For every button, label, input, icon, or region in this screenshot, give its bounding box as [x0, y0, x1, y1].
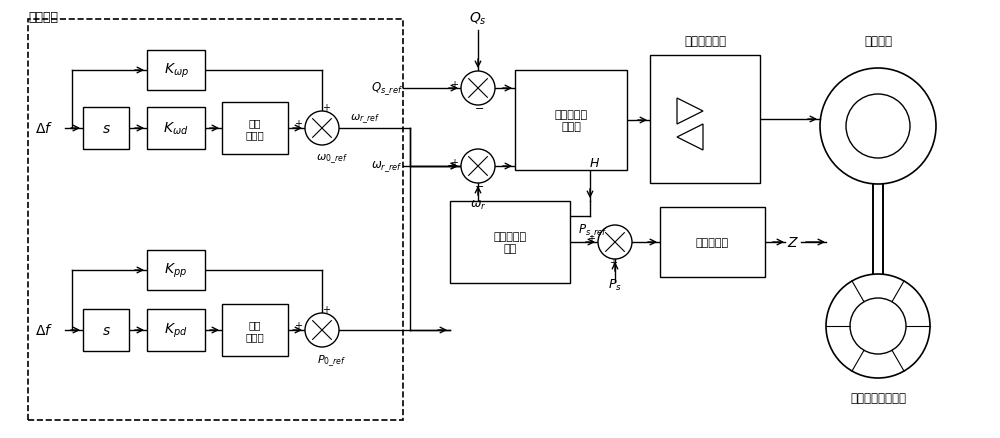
- Text: 有功调节器: 有功调节器: [696, 237, 729, 247]
- Text: $\boldsymbol{P_{0\_ref}}$: $\boldsymbol{P_{0\_ref}}$: [317, 353, 347, 368]
- Text: 最佳运行点
选择: 最佳运行点 选择: [493, 232, 527, 253]
- Text: +: +: [322, 103, 330, 113]
- Text: $\omega_{0\_ref}$: $\omega_{0\_ref}$: [316, 152, 348, 166]
- Circle shape: [305, 112, 339, 146]
- Text: +: +: [587, 233, 595, 244]
- Circle shape: [305, 313, 339, 347]
- Text: +: +: [609, 258, 617, 267]
- Circle shape: [461, 72, 495, 106]
- Text: 双馈电机: 双馈电机: [864, 35, 892, 48]
- Text: +: +: [294, 119, 302, 129]
- Text: $P_s$: $P_s$: [608, 277, 622, 292]
- Text: +: +: [450, 80, 458, 90]
- Circle shape: [820, 69, 936, 184]
- Text: +: +: [450, 158, 458, 168]
- Text: $\boldsymbol{\omega_{r\_ref}}$: $\boldsymbol{\omega_{r\_ref}}$: [371, 159, 403, 174]
- Circle shape: [461, 150, 495, 184]
- Bar: [83, 309, 129, 351]
- Bar: [147, 108, 205, 150]
- Text: +: +: [294, 320, 302, 330]
- Text: $K_{\omega p}$: $K_{\omega p}$: [164, 62, 188, 80]
- Text: 低通
滤波器: 低通 滤波器: [246, 118, 264, 139]
- Text: $K_{\omega d}$: $K_{\omega d}$: [163, 120, 189, 137]
- Bar: [450, 201, 570, 283]
- Text: $\boldsymbol{Q_{s\_ref}}$: $\boldsymbol{Q_{s\_ref}}$: [371, 81, 403, 97]
- Text: +: +: [322, 304, 330, 314]
- Bar: [650, 56, 760, 184]
- Text: 调频控制: 调频控制: [28, 11, 58, 24]
- Bar: [660, 208, 765, 277]
- Text: $H$: $H$: [589, 157, 601, 170]
- Text: $\omega_r$: $\omega_r$: [470, 198, 486, 211]
- Text: 无功及转速
调节器: 无功及转速 调节器: [554, 110, 588, 131]
- Text: 低通
滤波器: 低通 滤波器: [246, 319, 264, 341]
- Text: −: −: [475, 182, 485, 191]
- Text: $Z$: $Z$: [787, 236, 799, 249]
- Bar: [147, 309, 205, 351]
- Circle shape: [850, 298, 906, 354]
- Text: −: −: [475, 104, 485, 114]
- Bar: [28, 20, 403, 420]
- Text: $\boldsymbol{\omega_{r\_ref}}$: $\boldsymbol{\omega_{r\_ref}}$: [350, 112, 380, 125]
- Bar: [147, 51, 205, 91]
- Text: $\Delta f$: $\Delta f$: [35, 323, 53, 338]
- Bar: [83, 108, 129, 150]
- Circle shape: [598, 226, 632, 259]
- Text: $s$: $s$: [102, 122, 110, 136]
- Text: 可逆式水泵水轮机: 可逆式水泵水轮机: [850, 392, 906, 405]
- Text: $\Delta f$: $\Delta f$: [35, 121, 53, 136]
- Text: $K_{pd}$: $K_{pd}$: [164, 321, 188, 339]
- Text: $s$: $s$: [102, 323, 110, 337]
- Circle shape: [846, 95, 910, 159]
- Text: $\boldsymbol{P_{s\_ref}}$: $\boldsymbol{P_{s\_ref}}$: [578, 222, 608, 239]
- Text: $K_{pp}$: $K_{pp}$: [164, 261, 188, 279]
- Text: 转子侧变换器: 转子侧变换器: [684, 35, 726, 48]
- Bar: [147, 251, 205, 290]
- Bar: [222, 103, 288, 155]
- Circle shape: [826, 274, 930, 378]
- Bar: [515, 71, 627, 171]
- Bar: [222, 304, 288, 356]
- Text: $Q_s$: $Q_s$: [469, 11, 487, 27]
